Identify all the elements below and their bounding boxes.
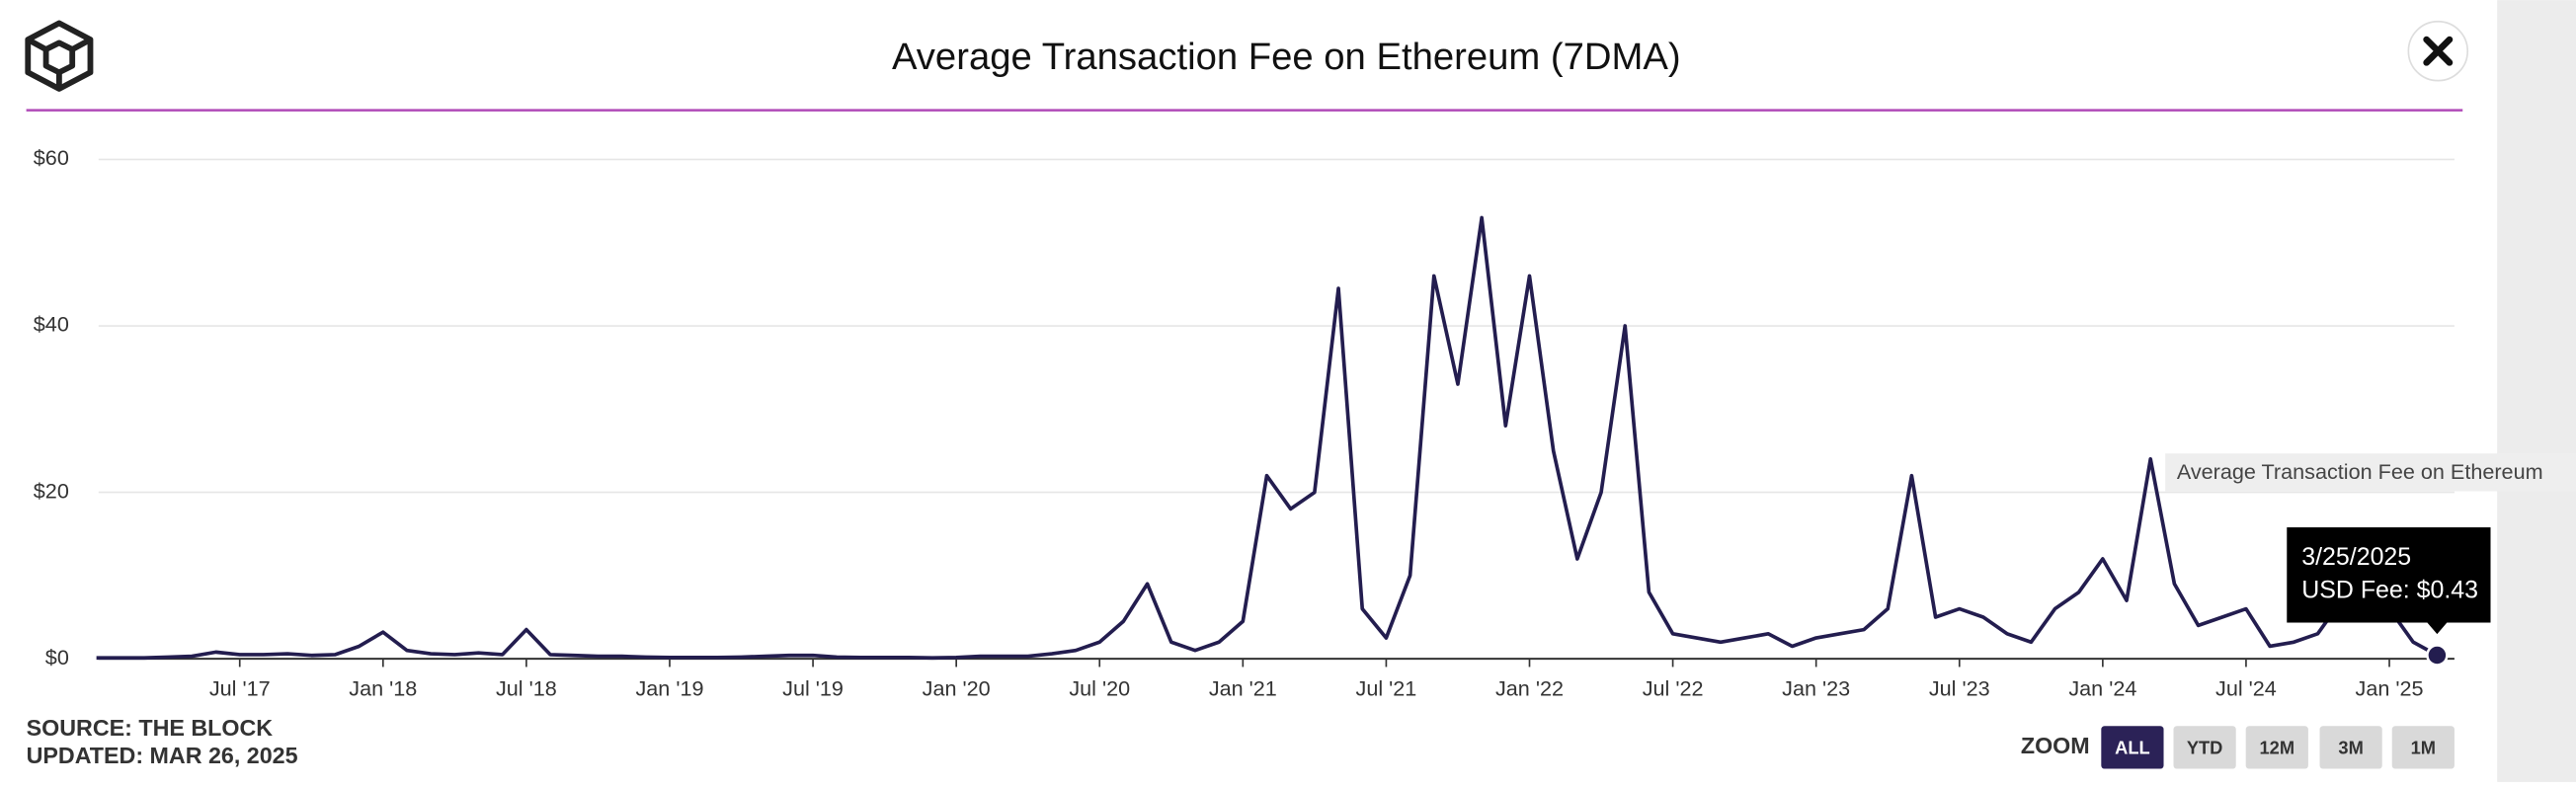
tooltip-box [2287,527,2491,623]
source: SOURCE: THE BLOCK [27,715,274,741]
series-label-bg [2165,453,2576,492]
zoom-button-bg[interactable] [2101,726,2164,769]
x-tick-label: Jan '18 [349,675,417,700]
x-tick-label: Jul '23 [1929,675,1990,700]
x-tick-label: Jul '18 [496,675,557,700]
updated: UPDATED: MAR 26, 2025 [27,743,298,768]
hover-point [2426,644,2449,667]
logo [25,20,94,92]
y-tick-label: $0 [45,645,69,669]
series-line [96,215,2439,661]
zoom-button-bg[interactable] [2245,726,2308,769]
chart-title: Average Transaction Fee on Ethereum (7DM… [892,36,1681,78]
zoom-button-label[interactable]: YTD [2187,737,2223,757]
y-tick-label: $20 [34,478,69,503]
x-tick-label: Jul '21 [1356,675,1417,700]
zoom-button-label[interactable]: 1M [2411,737,2436,757]
y-tick-label: $40 [34,312,69,337]
x-tick-label: Jan '20 [923,675,991,700]
x-tick-label: Jul '24 [2215,675,2277,700]
zoom-button-label[interactable]: 3M [2338,737,2363,757]
x-tick-label: Jul '20 [1069,675,1130,700]
close-button[interactable] [2407,20,2469,82]
x-tick-label: Jul '22 [1643,675,1704,700]
x-tick-label: Jan '21 [1209,675,1277,700]
x-tick-label: Jan '23 [1782,675,1850,700]
zoom-button-label[interactable]: 12M [2259,737,2294,757]
zoom-button-bg[interactable] [2391,726,2455,769]
tooltip-value: USD Fee: $0.43 [2301,577,2478,604]
y-tick-label: $60 [34,145,69,170]
zoom-button-bg[interactable] [2173,726,2236,769]
zoom-button-label[interactable]: ALL [2115,737,2150,757]
zoom-label: ZOOM [2021,733,2090,758]
scrollbar [2497,0,2576,782]
x-tick-label: Jan '19 [635,675,703,700]
tooltip-pointer [2427,622,2448,635]
x-tick-label: Jul '17 [209,675,271,700]
zoom-button[interactable]: 3M [2319,726,2382,769]
zoom-button[interactable]: ALL [2101,726,2164,769]
series-label: Average Transaction Fee on Ethereum [2177,459,2543,484]
x-tick-label: Jul '19 [782,675,844,700]
zoom-button[interactable]: 1M [2391,726,2455,769]
zoom-button-bg[interactable] [2319,726,2382,769]
zoom-button[interactable]: YTD [2173,726,2236,769]
tooltip-date: 3/25/2025 [2301,543,2411,571]
x-tick-label: Jan '22 [1495,675,1564,700]
x-tick-label: Jan '24 [2068,675,2136,700]
zoom-button[interactable]: 12M [2245,726,2308,769]
x-tick-label: Jan '25 [2356,675,2424,700]
